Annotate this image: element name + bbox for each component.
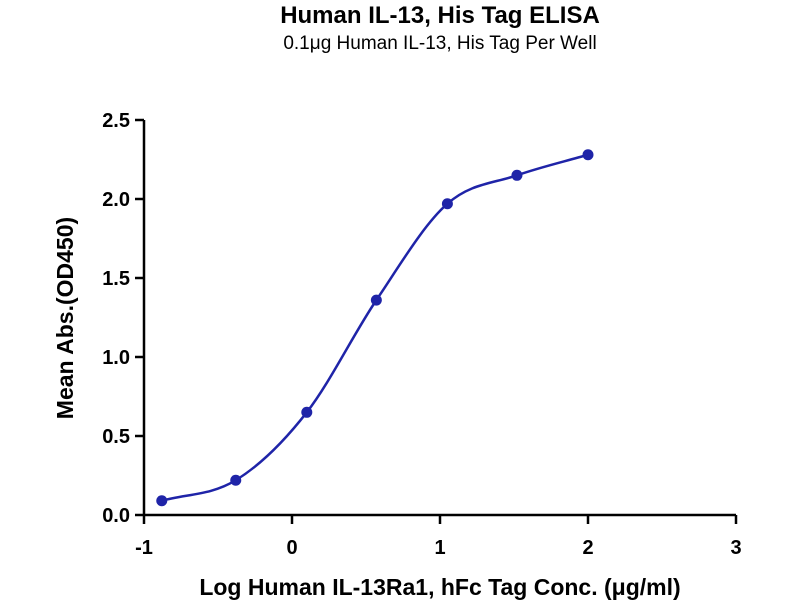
y-tick-label: 1.0 (102, 347, 130, 369)
x-tick-label: 1 (434, 537, 445, 559)
x-tick-label: 3 (730, 537, 741, 559)
x-tick-label: 0 (286, 537, 297, 559)
x-axis-label: Log Human IL-13Ra1, hFc Tag Conc. (μg/ml… (199, 574, 680, 600)
data-point (511, 169, 523, 181)
y-tick-label: 0.5 (102, 426, 130, 448)
data-point (441, 198, 453, 210)
x-tick-label: -1 (135, 537, 153, 559)
x-tick-label: 2 (582, 537, 593, 559)
y-tick-label: 2.5 (102, 110, 130, 132)
y-tick-label: 0.0 (102, 505, 130, 527)
data-point (370, 294, 382, 306)
chart-title: Human IL-13, His Tag ELISA (280, 2, 600, 29)
data-point (582, 149, 594, 161)
chart-subtitle: 0.1μg Human IL-13, His Tag Per Well (283, 33, 597, 54)
y-tick-label: 2.0 (102, 189, 130, 211)
data-point (156, 495, 168, 507)
data-point (301, 406, 313, 418)
fit-curve (161, 153, 589, 502)
data-points (156, 149, 594, 507)
y-ticks: 0.0 0.5 1.0 1.5 2.0 2.5 (102, 110, 144, 527)
data-point (230, 474, 242, 486)
y-axis-label: Mean Abs.(OD450) (52, 217, 78, 419)
x-ticks: -1 0 1 2 3 (135, 515, 742, 559)
y-tick-label: 1.5 (102, 268, 130, 290)
